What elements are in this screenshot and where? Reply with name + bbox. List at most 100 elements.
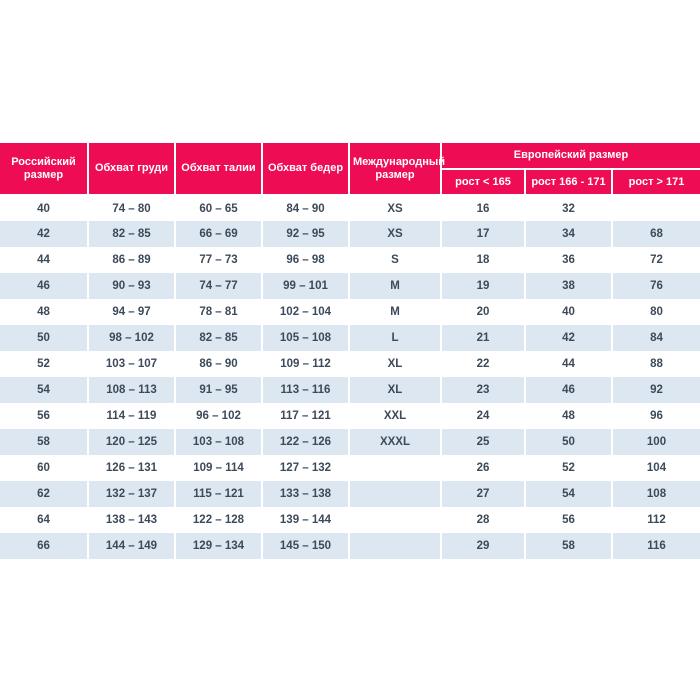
table-cell: 92 – 95 — [261, 221, 350, 247]
table-row: 64 138 – 143 122 – 128 139 – 144 28 56 112 — [0, 507, 700, 533]
table-cell: S — [348, 247, 442, 273]
table-cell: 38 — [524, 273, 613, 299]
table-cell: 84 — [611, 325, 700, 351]
table-cell: 88 — [611, 351, 700, 377]
table-cell: 60 — [0, 455, 89, 481]
table-cell: 77 – 73 — [174, 247, 263, 273]
header-russian-size: Российский размер — [0, 143, 89, 196]
table-row: 44 86 – 89 77 – 73 96 – 98 S 18 36 72 — [0, 247, 700, 273]
table-cell: 28 — [440, 507, 526, 533]
table-cell: 26 — [440, 455, 526, 481]
table-cell: 23 — [440, 377, 526, 403]
table-row: 52 103 – 107 86 – 90 109 – 112 XL 22 44 88 — [0, 351, 700, 377]
table-cell: 46 — [524, 377, 613, 403]
table-cell: 104 — [611, 455, 700, 481]
size-chart-table: Российский размер Обхват груди Обхват та… — [0, 143, 700, 559]
table-cell: 99 – 101 — [261, 273, 350, 299]
table-cell: 96 – 98 — [261, 247, 350, 273]
table-cell — [348, 533, 442, 559]
table-cell: 44 — [0, 247, 89, 273]
table-cell: 44 — [524, 351, 613, 377]
table-cell: 114 – 119 — [87, 403, 176, 429]
table-cell: 84 – 90 — [261, 195, 350, 221]
table-cell: 144 – 149 — [87, 533, 176, 559]
table-cell: 29 — [440, 533, 526, 559]
table-cell: 102 – 104 — [261, 299, 350, 325]
table-header: Российский размер Обхват груди Обхват та… — [0, 143, 700, 196]
table-cell: 96 – 102 — [174, 403, 263, 429]
header-international-size: Международный размер — [348, 143, 445, 196]
table-cell: 40 — [524, 299, 613, 325]
table-row: 56 114 – 119 96 – 102 117 – 121 XXL 24 48 96 — [0, 403, 700, 429]
table-cell: 98 – 102 — [87, 325, 176, 351]
table-cell: 25 — [440, 429, 526, 455]
table-cell: 50 — [0, 325, 89, 351]
table-cell: 58 — [0, 429, 89, 455]
table-cell: 74 – 77 — [174, 273, 263, 299]
table-cell: 122 – 128 — [174, 507, 263, 533]
header-height-166-171: рост 166 - 171 — [524, 168, 613, 196]
header-chest: Обхват груди — [87, 143, 176, 196]
table-cell: 36 — [524, 247, 613, 273]
table-cell: 60 – 65 — [174, 195, 263, 221]
table-body: 40 74 – 80 60 – 65 84 – 90 XS 16 32 42 82 – 85 66… — [0, 195, 700, 559]
table-cell: 108 — [611, 481, 700, 507]
table-cell: 112 — [611, 507, 700, 533]
table-cell: 138 – 143 — [87, 507, 176, 533]
table-cell: 103 – 108 — [174, 429, 263, 455]
table-row: 62 132 – 137 115 – 121 133 – 138 27 54 108 — [0, 481, 700, 507]
table-row: 46 90 – 93 74 – 77 99 – 101 M 19 38 76 — [0, 273, 700, 299]
header-row-sub: рост < 165 рост 166 - 171 рост > 171 — [0, 168, 700, 196]
table-cell: 86 – 90 — [174, 351, 263, 377]
table-cell: 109 – 114 — [174, 455, 263, 481]
table-cell: 66 – 69 — [174, 221, 263, 247]
table-cell: 32 — [524, 195, 613, 221]
table-cell: 21 — [440, 325, 526, 351]
table-cell: 94 – 97 — [87, 299, 176, 325]
table-cell: 96 — [611, 403, 700, 429]
table-cell: 52 — [524, 455, 613, 481]
table-cell: 42 — [524, 325, 613, 351]
table-cell: 100 — [611, 429, 700, 455]
table-cell: 78 – 81 — [174, 299, 263, 325]
table-cell: XL — [348, 377, 442, 403]
table-cell: 72 — [611, 247, 700, 273]
table-cell — [348, 481, 442, 507]
table-cell: 103 – 107 — [87, 351, 176, 377]
table-row: 42 82 – 85 66 – 69 92 – 95 XS 17 34 68 — [0, 221, 700, 247]
table-cell: 50 — [524, 429, 613, 455]
table-row: 58 120 – 125 103 – 108 122 – 126 XXXL 25 50 100 — [0, 429, 700, 455]
table-cell: 129 – 134 — [174, 533, 263, 559]
table-row: 40 74 – 80 60 – 65 84 – 90 XS 16 32 — [0, 195, 700, 221]
table-cell: 116 — [611, 533, 700, 559]
table-cell: 46 — [0, 273, 89, 299]
table-cell: 122 – 126 — [261, 429, 350, 455]
table-cell: 117 – 121 — [261, 403, 350, 429]
table-row: 60 126 – 131 109 – 114 127 – 132 26 52 104 — [0, 455, 700, 481]
table-row: 54 108 – 113 91 – 95 113 – 116 XL 23 46 92 — [0, 377, 700, 403]
table-row: 48 94 – 97 78 – 81 102 – 104 M 20 40 80 — [0, 299, 700, 325]
table-cell: 54 — [0, 377, 89, 403]
table-cell: 120 – 125 — [87, 429, 176, 455]
header-height-gt-171: рост > 171 — [611, 168, 700, 196]
table-cell: 24 — [440, 403, 526, 429]
table-cell: 52 — [0, 351, 89, 377]
table-cell: 126 – 131 — [87, 455, 176, 481]
table-cell: 56 — [0, 403, 89, 429]
header-row-main: Российский размер Обхват груди Обхват та… — [0, 143, 700, 196]
table-cell: 139 – 144 — [261, 507, 350, 533]
table-cell — [348, 507, 442, 533]
table-cell: 22 — [440, 351, 526, 377]
table-cell: 92 — [611, 377, 700, 403]
table-cell: 40 — [0, 195, 89, 221]
table-cell: 82 – 85 — [174, 325, 263, 351]
header-hips: Обхват бедер — [261, 143, 350, 196]
table-cell: M — [348, 273, 442, 299]
table-cell: XL — [348, 351, 442, 377]
table-cell: 20 — [440, 299, 526, 325]
table-cell: 132 – 137 — [87, 481, 176, 507]
table-cell: 68 — [611, 221, 700, 247]
table-cell: 42 — [0, 221, 89, 247]
table-cell — [348, 455, 442, 481]
